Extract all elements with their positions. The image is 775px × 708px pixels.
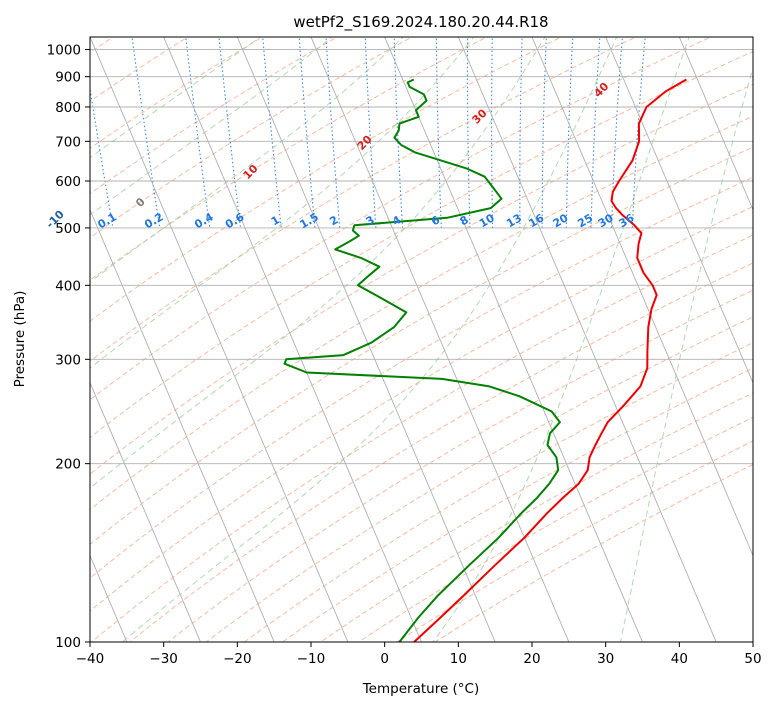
isotherm bbox=[163, 37, 422, 642]
y-tick-label: 900 bbox=[55, 70, 81, 86]
y-tick-label: 500 bbox=[55, 221, 81, 237]
dry-adiabat bbox=[90, 50, 753, 438]
profile-lines bbox=[283, 78, 687, 642]
isotherm bbox=[90, 37, 349, 642]
x-tick-label: −30 bbox=[149, 651, 178, 667]
moist-adiabat bbox=[90, 37, 333, 216]
isotherm bbox=[678, 37, 753, 212]
dry-adiabat bbox=[90, 205, 753, 612]
isotherm bbox=[90, 381, 201, 642]
dewpoint-line bbox=[283, 78, 561, 642]
isotherm bbox=[605, 37, 753, 384]
x-tick-label: 0 bbox=[380, 651, 389, 667]
y-tick-label: 700 bbox=[55, 134, 81, 150]
dry-adiabat bbox=[90, 146, 753, 545]
x-tick-label: 10 bbox=[450, 651, 467, 667]
y-tick-label: 300 bbox=[55, 352, 81, 368]
isotherm bbox=[531, 37, 753, 557]
x-tick-label: 20 bbox=[523, 651, 540, 667]
dry-adiabat bbox=[90, 234, 753, 642]
x-axis-label: Temperature (°C) bbox=[362, 681, 480, 697]
chart-title: wetPf2_S169.2024.180.20.44.R18 bbox=[293, 13, 548, 32]
x-tick-label: −10 bbox=[297, 651, 326, 667]
isotherm bbox=[457, 37, 717, 642]
y-axis-label: Pressure (hPa) bbox=[12, 291, 28, 388]
dry-adiabat bbox=[90, 83, 753, 475]
y-tick-label: 400 bbox=[55, 278, 81, 294]
y-tick-label: 200 bbox=[55, 457, 81, 473]
x-tick-label: −40 bbox=[76, 651, 105, 667]
y-tick-label: 600 bbox=[55, 174, 81, 190]
temperature-line bbox=[413, 78, 687, 642]
isotherm bbox=[384, 37, 643, 642]
y-tick-label: 100 bbox=[55, 635, 81, 651]
moist-adiabat bbox=[121, 37, 618, 642]
x-tick-label: −20 bbox=[223, 651, 252, 667]
x-tick-label: 50 bbox=[744, 651, 761, 667]
y-tick-label: 1000 bbox=[47, 43, 81, 59]
y-tick-label: 800 bbox=[55, 100, 81, 116]
background-lines bbox=[90, 37, 753, 642]
dry-adiabat bbox=[319, 392, 753, 642]
isotherm bbox=[310, 37, 570, 642]
x-tick-label: 40 bbox=[671, 651, 688, 667]
x-tick-label: 30 bbox=[597, 651, 614, 667]
axes: −40 −30 −20 −10 0 10 20 30 40 50 1000 900 800 700 600 5… bbox=[47, 43, 762, 667]
isotherm bbox=[90, 208, 275, 642]
plot-frame bbox=[89, 36, 754, 643]
dry-adiabat bbox=[129, 262, 753, 642]
